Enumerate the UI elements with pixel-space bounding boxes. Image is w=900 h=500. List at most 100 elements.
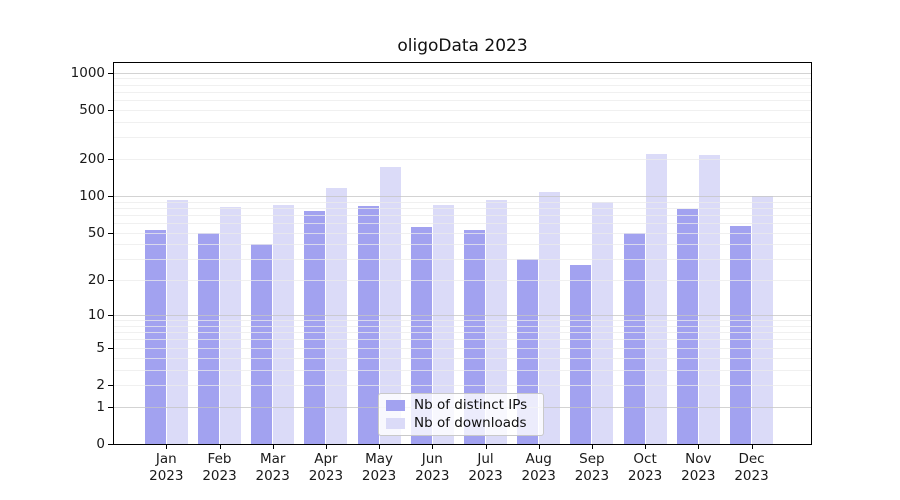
x-tick-mark-jun [432,445,434,449]
y-tick-label-1: 1 [96,398,105,415]
gridline-y-50 [114,232,811,234]
gridline-y-20 [114,280,811,282]
y-tick-mark-200 [108,159,113,160]
bar-distinct-ips-dec [730,225,751,444]
y-tick-mark-20 [108,280,113,282]
y-tick-label-100: 100 [79,187,105,204]
legend-label-downloads: Nb of downloads [414,415,527,431]
x-tick-label-dec: Dec 2023 [734,451,769,484]
bar-downloads-may [379,167,401,444]
x-tick-mark-dec [751,445,753,449]
x-tick-label-jan: Jan 2023 [149,451,184,484]
x-tick-mark-aug [538,445,540,449]
x-tick-mark-apr [325,445,327,449]
x-tick-label-sep: Sep 2023 [574,451,610,484]
chart-title: oligoData 2023 [397,36,528,56]
gridline-y-4 [114,357,811,359]
legend-item-distinct-ips: Nb of distinct IPs [385,398,537,413]
x-tick-mark-may [379,445,381,449]
gridline-y-90 [114,201,811,203]
y-tick-label-1000: 1000 [70,64,105,81]
x-tick-label-jun: Jun 2023 [415,451,450,484]
gridline-y-5 [114,347,811,349]
x-tick-label-nov: Nov 2023 [681,451,716,484]
gridline-y-400 [114,121,811,123]
y-tick-mark-100 [108,195,113,197]
x-tick-mark-jan [166,445,168,449]
bar-downloads-jun [432,204,454,444]
y-tick-mark-10 [108,315,113,317]
x-tick-label-aug: Aug 2023 [521,451,556,484]
x-tick-mark-mar [272,445,274,449]
gridline-y-500 [114,109,811,111]
legend-label-distinct-ips: Nb of distinct IPs [414,397,528,413]
legend-swatch-downloads [386,418,405,429]
x-tick-label-oct: Oct 2023 [627,451,663,484]
x-tick-label-mar: Mar 2023 [255,451,290,484]
y-tick-label-0: 0 [96,436,105,452]
y-tick-mark-1000 [108,72,113,74]
x-tick-mark-oct [645,445,647,449]
bar-distinct-ips-jan [144,229,166,444]
gridline-y-7 [114,332,811,334]
bar-distinct-ips-feb [198,232,219,444]
gridline-y-8 [114,325,811,327]
bar-distinct-ips-jul [464,229,485,444]
gridline-y-2 [114,384,811,386]
y-tick-mark-1 [108,406,113,408]
y-tick-mark-0 [108,444,113,445]
x-tick-label-jul: Jul 2023 [468,451,503,484]
gridline-y-800 [114,84,811,86]
y-tick-label-20: 20 [87,272,105,289]
gridline-y-80 [114,207,811,209]
gridline-y-40 [114,244,811,246]
bar-downloads-oct [645,153,667,444]
y-tick-mark-2 [108,384,113,386]
bar-downloads-aug [539,192,561,444]
x-tick-label-feb: Feb 2023 [202,451,237,484]
gridline-y-700 [114,91,811,93]
bar-downloads-feb [220,206,241,444]
y-tick-label-50: 50 [87,224,105,241]
y-tick-label-5: 5 [96,339,105,356]
bar-downloads-nov [698,154,720,444]
gridline-y-9 [114,320,811,322]
bar-downloads-dec [752,195,773,444]
gridline-y-60 [114,223,811,225]
x-tick-mark-sep [591,445,593,449]
legend-item-downloads: Nb of downloads [385,416,537,431]
bar-downloads-jul [486,199,507,444]
x-tick-mark-feb [219,445,221,449]
y-tick-label-10: 10 [87,307,105,324]
gridline-y-300 [114,137,811,139]
y-tick-mark-500 [108,109,113,111]
bar-distinct-ips-may [357,205,379,444]
gridline-y-600 [114,100,811,102]
gridline-y-100 [114,195,811,197]
bar-distinct-ips-mar [251,244,273,444]
gridline-y-30 [114,259,811,261]
bar-distinct-ips-apr [304,211,326,444]
y-tick-mark-50 [108,232,113,234]
x-tick-label-may: May 2023 [361,451,397,484]
gridline-y-3 [114,369,811,371]
y-tick-label-200: 200 [79,151,105,167]
x-tick-mark-nov [698,445,700,449]
bar-distinct-ips-sep [570,264,592,444]
x-tick-mark-jul [485,445,487,449]
legend: Nb of distinct IPs Nb of downloads [378,393,544,436]
gridline-y-1000 [114,72,811,74]
gridline-y-6 [114,339,811,341]
gridline-y-70 [114,214,811,216]
gridline-y-900 [114,78,811,80]
gridline-y-10 [114,315,811,317]
bar-downloads-mar [273,204,295,444]
bar-distinct-ips-oct [623,232,645,444]
y-tick-label-2: 2 [96,376,105,393]
y-tick-label-500: 500 [79,101,105,118]
bar-downloads-sep [592,201,614,444]
y-tick-mark-5 [108,347,113,349]
legend-swatch-distinct-ips [386,400,405,411]
bar-downloads-jan [166,200,188,444]
